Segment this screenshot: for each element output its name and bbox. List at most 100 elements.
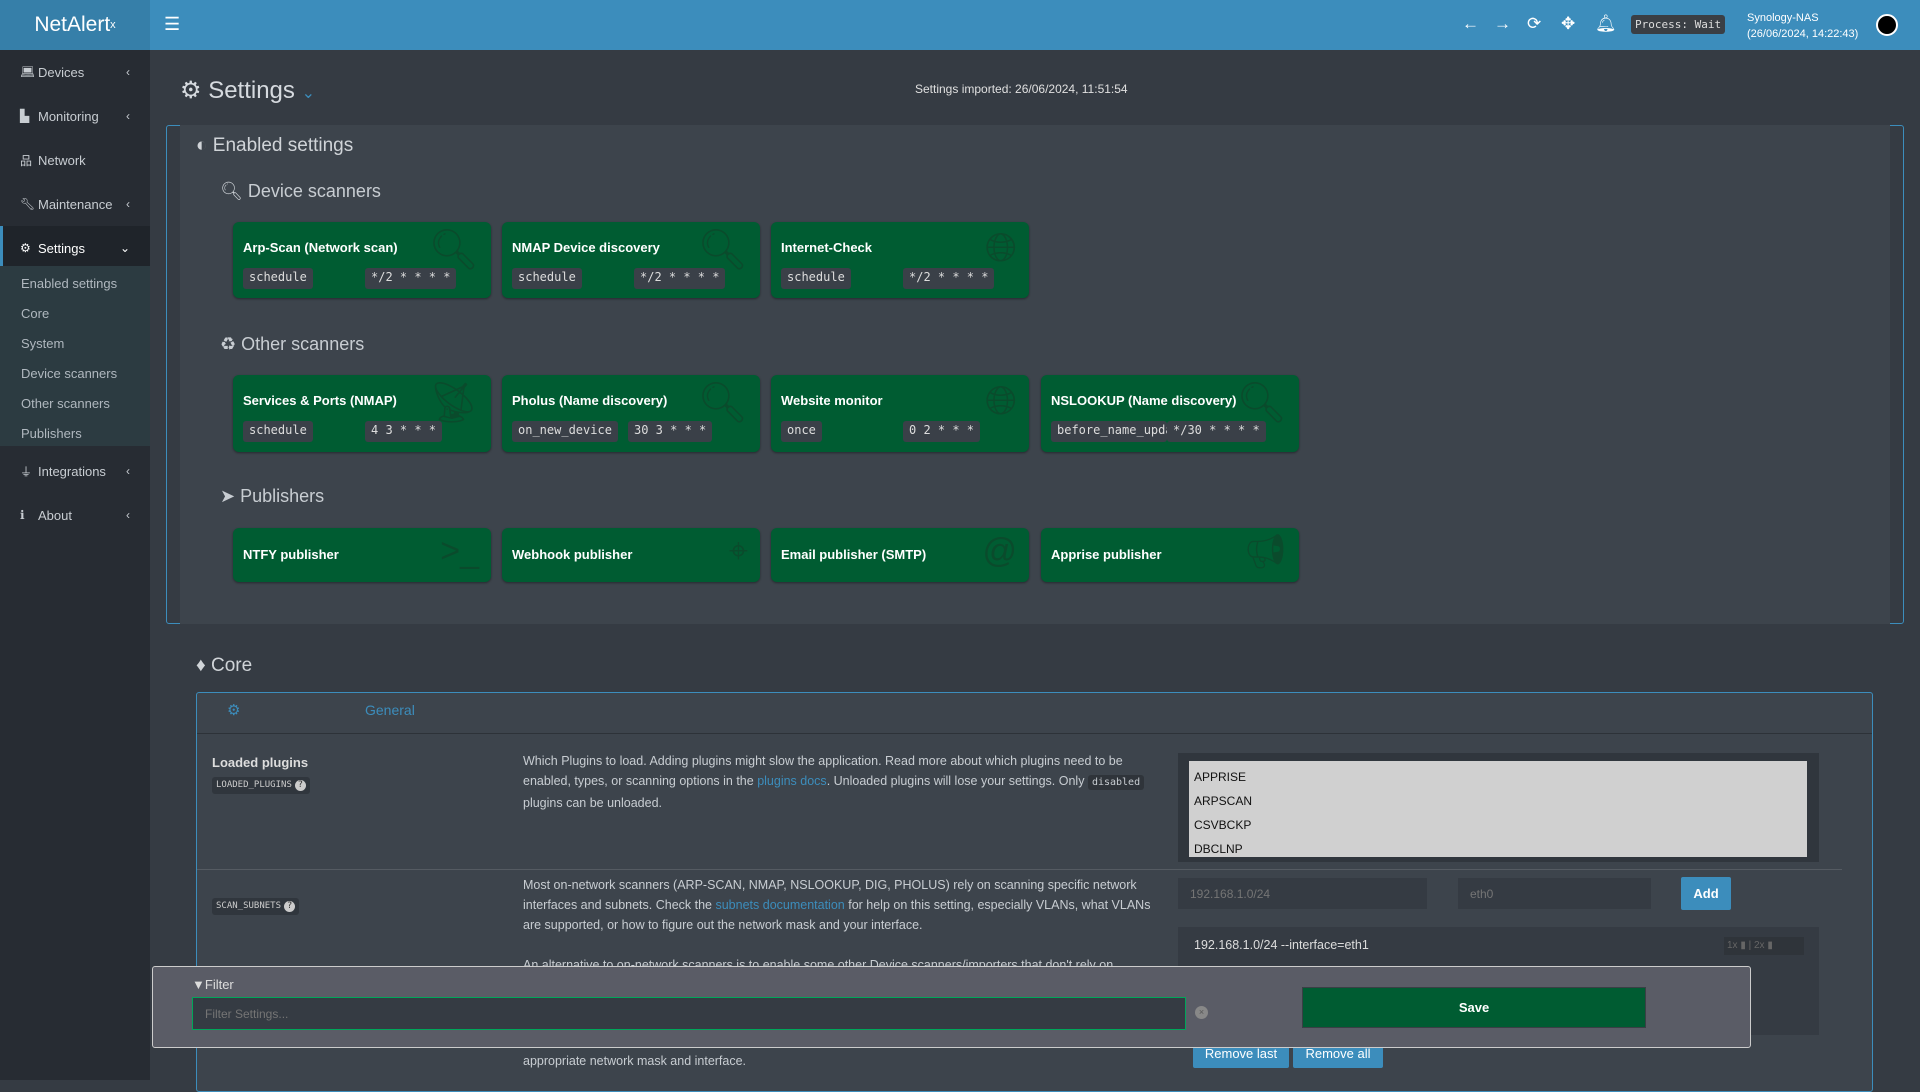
plugin-option[interactable]: CSVBCKP [1194,818,1252,832]
card-title: Pholus (Name discovery) [512,393,668,408]
chevron-double-down-icon[interactable]: ⌄ [301,85,315,102]
chevron-left-icon: ‹ [126,464,130,478]
submenu-enabled-settings[interactable]: Enabled settings [21,276,118,291]
gear-icon: ⚙ [180,77,202,104]
sidebar-item-label: Settings [38,240,85,256]
plugin-card-nslookup[interactable]: 🔍︎ NSLOOKUP (Name discovery) before_name_u… [1041,375,1299,452]
loaded-plugins-select[interactable]: APPRISE ARPSCAN CSVBCKP DBCLNP [1178,753,1819,862]
desc-text: plugins can be unloaded. [523,796,663,810]
filter-bar: ▼Filter × Save [152,966,1751,1048]
subnets-docs-link[interactable]: subnets documentation [715,898,845,912]
plugin-option[interactable]: APPRISE [1194,770,1247,784]
card-title: Webhook publisher [512,547,633,562]
filter-label: ▼Filter [192,977,234,992]
search-icon: 🔍︎ [697,228,748,272]
bell-icon[interactable]: 🔔︎ [1595,14,1617,33]
scan-subnets-description-end: appropriate network mask and interface. [523,1054,747,1068]
filter-icon: ▼ [192,977,205,992]
heading-text: Publishers [240,486,325,506]
plugins-docs-link[interactable]: plugins docs [757,774,827,788]
plugin-card-smtp[interactable]: @ Email publisher (SMTP) [771,528,1029,582]
menu-toggle-icon[interactable]: ☰ [164,14,181,34]
add-subnet-button[interactable]: Add [1681,877,1731,910]
loaded-plugins-description: Which Plugins to load. Adding plugins mi… [523,751,1163,813]
card-cron: 0 2 * * * [903,421,981,442]
page-title-text: Settings [208,77,295,104]
sitemap-icon: 品 [20,153,33,168]
wrench-icon: 🔧︎ [20,197,36,211]
scan-subnets-key: SCAN_SUBNETS? [212,898,300,915]
desc-text: Which Plugins to load. Adding plugins mi… [523,754,1123,788]
plugin-card-nmap-services[interactable]: 📡︎ Services & Ports (NMAP) schedule 4 3 * *… [233,375,491,452]
heading-text: Other scanners [241,334,365,354]
bullhorn-icon: 📢︎ [1243,533,1287,571]
help-icon[interactable]: ? [284,901,296,912]
subnet-input[interactable] [1178,878,1427,909]
plugin-option[interactable]: ARPSCAN [1194,794,1253,808]
arrow-left-icon[interactable]: ← [1462,14,1479,33]
chevron-left-icon: ‹ [126,197,130,211]
key-text: SCAN_SUBNETS [216,901,282,911]
search-icon: 🔍︎ [1236,381,1287,425]
card-title: Email publisher (SMTP) [781,547,927,562]
sidebar: 💻︎ Devices ‹ ▙ Monitoring ‹ 品 Network 🔧︎ Maint… [0,50,150,1080]
plugin-card-website-monitor[interactable]: 🌐︎ Website monitor once 0 2 * * * [771,375,1029,452]
submenu-other-scanners[interactable]: Other scanners [21,396,110,411]
card-run: schedule [243,421,313,442]
submenu-publishers[interactable]: Publishers [21,426,82,441]
plugin-card-internet-check[interactable]: 🌐︎ Internet-Check schedule */2 * * * * [771,222,1029,298]
sidebar-item-maintenance[interactable]: 🔧︎ Maintenance ‹ [0,182,150,226]
plugins-listbox[interactable]: APPRISE ARPSCAN CSVBCKP DBCLNP [1189,761,1807,857]
sidebar-item-network[interactable]: 品 Network [0,138,150,182]
heading-text: Device scanners [247,181,381,201]
webhook-icon: ⌖ [728,532,748,570]
plugin-card-webhook[interactable]: ⌖ Webhook publisher [502,528,760,582]
laptop-icon: 💻︎ [20,65,36,79]
device-scanners-heading: 🔍︎ Device scanners [220,181,381,202]
chevron-left-icon: ‹ [126,508,130,522]
plugin-option[interactable]: DBCLNP [1194,842,1243,856]
desc-code: disabled [1087,775,1145,790]
scan-subnets-description: Most on-network scanners (ARP-SCAN, NMAP… [523,875,1163,975]
plugin-card-nmap-discovery[interactable]: 🔍︎ NMAP Device discovery schedule */2 * * *… [502,222,760,298]
sidebar-item-about[interactable]: ℹ About ‹ [0,493,150,537]
card-cron: */30 * * * * [1167,421,1266,442]
save-button[interactable]: Save [1302,987,1646,1028]
plugin-card-pholus[interactable]: 🔍︎ Pholus (Name discovery) on_new_device 30… [502,375,760,452]
help-icon[interactable]: ? [294,780,306,791]
submenu-core[interactable]: Core [21,306,50,321]
interface-input[interactable] [1458,878,1651,909]
terminal-icon: >_ [440,532,479,570]
sidebar-item-monitoring[interactable]: ▙ Monitoring ‹ [0,94,150,138]
paper-plane-icon: ➤ [220,486,236,506]
divider [197,733,1872,734]
search-plus-icon: 🔍︎ [220,181,243,201]
plugin-card-arpscan[interactable]: 🔍︎ Arp-Scan (Network scan) schedule */2 * *… [233,222,491,298]
refresh-icon[interactable]: ⟳ [1527,14,1542,33]
user-avatar[interactable] [1876,14,1898,36]
subnet-entry[interactable]: 192.168.1.0/24 --interface=eth1 [1194,938,1369,952]
tab-general[interactable]: General [365,702,415,718]
sidebar-item-devices[interactable]: 💻︎ Devices ‹ [0,50,150,94]
logo[interactable]: NetAlert x [0,0,150,50]
plugin-card-ntfy[interactable]: >_ NTFY publisher [233,528,491,582]
page-title: ⚙ Settings ⌄ [180,76,315,105]
submenu-system[interactable]: System [21,336,65,351]
gears-icon: ⚙ [227,702,241,719]
zoom-controls[interactable]: 1x ▮ | 2x ▮ [1724,937,1804,955]
sidebar-item-integrations[interactable]: ⏚ Integrations ‹ [0,449,150,493]
host-info: Synology-NAS (26/06/2024, 14:22:43) [1747,10,1858,42]
filter-input[interactable] [192,997,1186,1030]
sidebar-item-label: Devices [38,64,85,80]
plugin-card-apprise[interactable]: 📢︎ Apprise publisher [1041,528,1299,582]
logo-text: NetAlert [34,13,111,36]
sidebar-item-settings[interactable]: ⚙ Settings ⌄ [0,226,150,270]
move-icon[interactable]: ✥ [1561,14,1576,33]
enabled-settings-heading: ◐ Enabled settings [196,135,353,157]
card-run: schedule [512,268,582,289]
sidebar-item-label: Monitoring [38,108,99,124]
clear-filter-icon[interactable]: × [1195,1006,1208,1019]
submenu-device-scanners[interactable]: Device scanners [21,366,118,381]
arrow-right-icon[interactable]: → [1494,14,1511,33]
toggle-icon: ◐ [196,135,208,156]
